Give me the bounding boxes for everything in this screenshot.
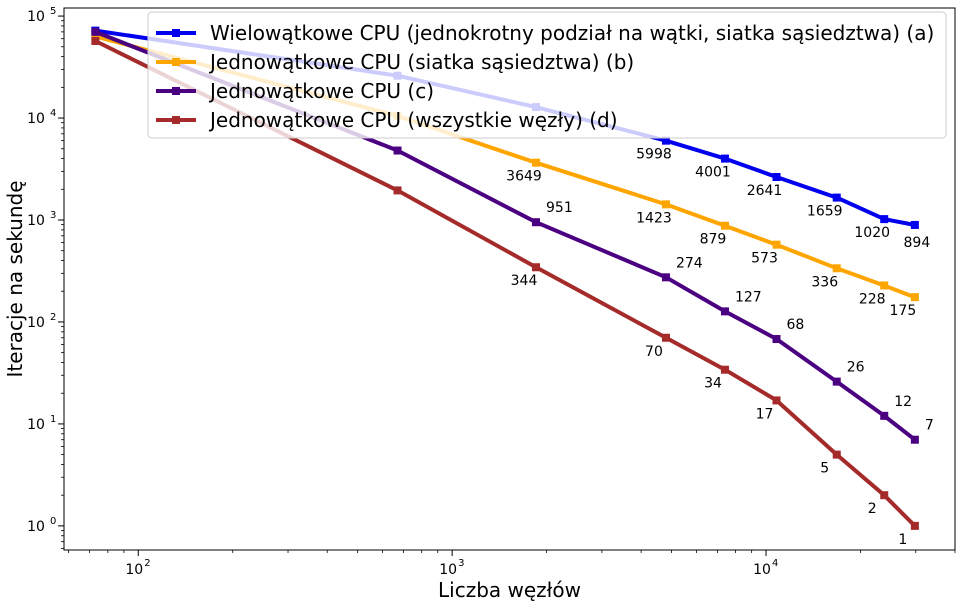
data-point: [532, 218, 541, 227]
x-tick-label: 10: [439, 562, 457, 578]
data-label: 12: [894, 394, 912, 410]
legend-label: Jednowątkowe CPU (siatka sąsiedztwa) (b): [208, 50, 634, 74]
data-label: 1659: [807, 204, 843, 220]
data-point: [661, 136, 670, 145]
legend-swatch-marker: [172, 87, 180, 95]
data-point: [910, 293, 919, 302]
data-point: [880, 491, 889, 500]
x-tick-exponent: 2: [144, 558, 150, 569]
y-tick-label: 10: [27, 111, 45, 127]
data-label: 951: [546, 200, 573, 216]
data-point: [532, 263, 541, 272]
y-tick-exponent: 0: [50, 516, 56, 527]
data-label: 1423: [636, 210, 672, 226]
data-point: [393, 186, 402, 195]
plot-frame: [63, 7, 956, 551]
data-label: 127: [735, 289, 762, 305]
data-label: 344: [511, 273, 538, 289]
data-point: [910, 220, 919, 229]
legend-item-1: Jednowątkowe CPU (siatka sąsiedztwa) (b): [156, 50, 634, 74]
data-point: [393, 146, 402, 155]
legend-swatch-marker: [172, 29, 180, 37]
data-label: 336: [811, 274, 838, 290]
y-tick-label: 10: [27, 519, 45, 535]
legend-item-2: Jednowątkowe CPU (c): [156, 79, 434, 103]
legend-label: Jednowątkowe CPU (c): [208, 79, 434, 103]
data-point: [720, 307, 729, 316]
data-point: [772, 240, 781, 249]
data-point: [832, 450, 841, 459]
legend-item-0: Wielowątkowe CPU (jednokrotny podział na…: [156, 21, 934, 45]
x-tick-label: 10: [125, 562, 143, 578]
y-tick-exponent: 2: [50, 312, 56, 323]
data-label: 5: [820, 461, 829, 477]
data-point: [772, 396, 781, 405]
data-label: 70: [645, 344, 663, 360]
data-label: 175: [890, 303, 917, 319]
y-tick-label: 10: [27, 213, 45, 229]
data-label: 5998: [636, 147, 672, 163]
legend-swatch-marker: [172, 116, 180, 124]
x-tick-exponent: 4: [772, 558, 778, 569]
data-point: [910, 521, 919, 530]
series-3: [91, 36, 919, 530]
data-label: 4001: [695, 165, 731, 181]
data-point: [91, 27, 100, 36]
data-point: [832, 377, 841, 386]
data-point: [910, 435, 919, 444]
legend: Wielowątkowe CPU (jednokrotny podział na…: [147, 11, 947, 139]
data-label: 879: [700, 232, 727, 248]
data-label: 2641: [747, 183, 783, 199]
data-point: [880, 281, 889, 290]
data-point: [880, 215, 889, 224]
data-label: 68: [787, 317, 805, 333]
series-2: [91, 27, 919, 444]
data-label: 26: [847, 360, 865, 376]
data-point: [880, 411, 889, 420]
data-label: 7: [925, 418, 934, 434]
legend-box: [147, 11, 947, 139]
axes: 10 010 110 210 310 410 510 2 10 3 10 4: [27, 6, 956, 578]
y-tick-exponent: 5: [50, 6, 56, 17]
y-tick-exponent: 3: [50, 210, 56, 221]
legend-label: Jednowątkowe CPU (wszystkie węzły) (d): [208, 108, 618, 132]
x-tick-label: 10: [753, 562, 771, 578]
legend-swatch-marker: [172, 58, 180, 66]
data-point: [720, 221, 729, 230]
data-point: [772, 172, 781, 181]
data-point: [661, 273, 670, 282]
y-tick-exponent: 4: [50, 108, 56, 119]
data-point: [832, 193, 841, 202]
y-tick-label: 10: [27, 315, 45, 331]
data-label: 894: [904, 235, 931, 251]
y-axis-label: Iteracje na sekundę: [3, 180, 27, 377]
y-tick-label: 10: [27, 417, 45, 433]
data-label-layer: 5998 4001 2641 1659 1020 894 3649 1423 879 573 336…: [506, 147, 934, 548]
data-point: [91, 36, 100, 45]
data-point: [720, 365, 729, 374]
data-label: 573: [751, 251, 778, 267]
data-point: [720, 154, 729, 163]
data-point: [832, 264, 841, 273]
data-label: 1020: [854, 225, 890, 241]
x-axis-label: Liczba węzłów: [438, 578, 581, 602]
data-label: 228: [859, 291, 886, 307]
y-tick-label: 10: [27, 9, 45, 25]
data-label: 1: [898, 532, 907, 548]
data-label: 34: [704, 376, 722, 392]
data-label: 3649: [506, 169, 542, 185]
data-point: [661, 333, 670, 342]
data-point: [532, 158, 541, 167]
legend-item-3: Jednowątkowe CPU (wszystkie węzły) (d): [156, 108, 618, 132]
data-point: [661, 200, 670, 209]
data-label: 274: [676, 255, 703, 271]
data-point: [91, 32, 100, 41]
x-tick-exponent: 3: [458, 558, 464, 569]
legend-label: Wielowątkowe CPU (jednokrotny podział na…: [210, 21, 934, 45]
data-point: [772, 335, 781, 344]
data-label: 17: [756, 406, 774, 422]
data-label: 2: [868, 501, 877, 517]
y-tick-exponent: 1: [50, 414, 56, 425]
